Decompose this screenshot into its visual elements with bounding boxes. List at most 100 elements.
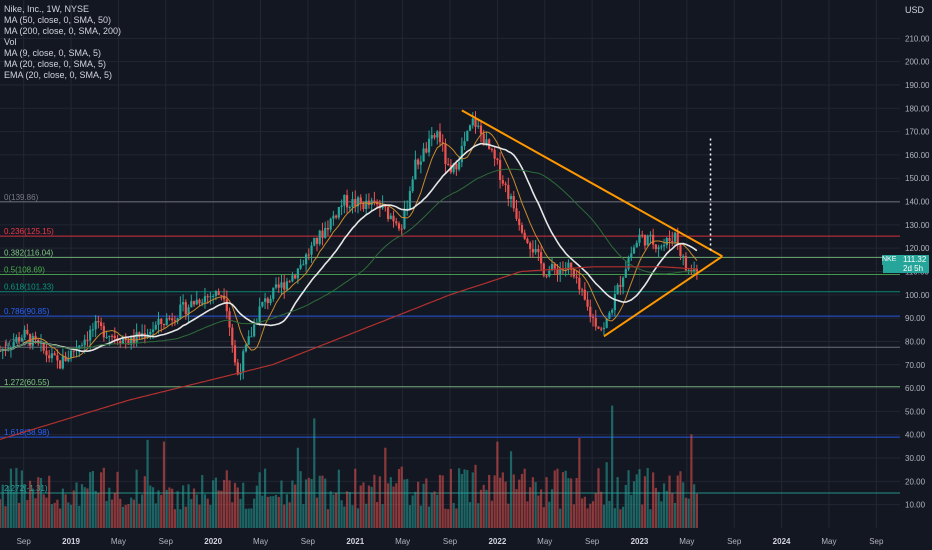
triangle-drawing[interactable] bbox=[461, 109, 723, 338]
volume-bar bbox=[329, 491, 332, 528]
candle-body bbox=[395, 221, 398, 224]
volume-bar bbox=[649, 509, 652, 528]
candle-body bbox=[45, 350, 48, 356]
legend-title[interactable]: Nike, Inc., 1W, NYSE bbox=[4, 4, 90, 14]
volume-bar bbox=[20, 470, 23, 528]
volume-bar bbox=[354, 468, 357, 528]
volume-bar bbox=[206, 498, 209, 528]
price-tick: 100.00 bbox=[905, 291, 930, 300]
volume-bar bbox=[176, 491, 179, 528]
candle-body bbox=[400, 228, 403, 230]
volume-bar bbox=[427, 506, 431, 528]
volume-bar bbox=[433, 491, 436, 528]
time-tick: 2023 bbox=[631, 537, 649, 546]
volume-bar bbox=[269, 496, 272, 528]
volume-bar bbox=[466, 470, 469, 528]
fib-label: 0(139.86) bbox=[4, 193, 39, 202]
volume-bar bbox=[78, 505, 81, 528]
volume-bar bbox=[411, 495, 414, 528]
candle-body bbox=[283, 282, 286, 290]
volume-bar bbox=[121, 506, 125, 528]
volume-bar bbox=[61, 488, 64, 528]
candle-body bbox=[411, 179, 414, 192]
volume-bar bbox=[53, 502, 56, 528]
volume-bar bbox=[304, 479, 308, 528]
legend-ma50[interactable]: MA (50, close, 0, SMA, 50) bbox=[4, 15, 112, 25]
volume-bar bbox=[572, 504, 575, 528]
volume-bar bbox=[7, 485, 10, 528]
volume-bar bbox=[324, 478, 327, 528]
candle-body bbox=[654, 244, 657, 250]
legend-ma20[interactable]: MA (20, close, 0, SMA, 5) bbox=[4, 59, 107, 69]
legend-ema20[interactable]: EMA (20, close, 0, SMA, 5) bbox=[4, 70, 113, 80]
candle-body bbox=[526, 238, 529, 243]
candle-body bbox=[274, 284, 278, 288]
candle-body bbox=[452, 163, 455, 173]
volume-bar bbox=[31, 488, 34, 528]
candle-body bbox=[373, 200, 376, 202]
volume-bar bbox=[212, 480, 215, 528]
candle-body bbox=[97, 320, 100, 323]
volume-bar bbox=[222, 479, 226, 528]
volume-bar bbox=[471, 472, 474, 528]
candle-body bbox=[408, 191, 412, 209]
time-axis[interactable]: Sep 2019 May Sep 2020 May Sep 2021 May Sep 2022 May… bbox=[0, 528, 932, 550]
candle-body bbox=[269, 298, 272, 304]
volume-bar bbox=[550, 489, 554, 528]
candle-body bbox=[154, 324, 157, 330]
candle-body bbox=[80, 345, 84, 347]
volume-bar bbox=[228, 480, 231, 528]
volume-bar bbox=[105, 500, 108, 528]
volume-bar bbox=[34, 498, 37, 528]
candle-body bbox=[367, 200, 371, 205]
volume-bar bbox=[578, 438, 581, 528]
legend-ma9[interactable]: MA (9, close, 0, SMA, 5) bbox=[4, 48, 102, 58]
candle-body bbox=[56, 355, 59, 361]
volume-bar bbox=[110, 499, 114, 528]
volume-bar bbox=[337, 469, 340, 528]
volume-bar bbox=[646, 467, 649, 528]
fib-label: 0.382(116.04) bbox=[4, 248, 54, 257]
volume-bar bbox=[630, 494, 633, 528]
volume-bar bbox=[654, 487, 657, 528]
volume-bar bbox=[190, 499, 193, 528]
volume-bar bbox=[365, 503, 368, 528]
candle-body bbox=[53, 353, 56, 356]
candle-body bbox=[433, 135, 436, 138]
volume-bar bbox=[247, 508, 250, 528]
volume-bar bbox=[460, 473, 463, 528]
volume-bar bbox=[523, 468, 526, 528]
volume-bar bbox=[662, 483, 666, 528]
volume-bar bbox=[127, 504, 130, 528]
price-tick: 130.00 bbox=[905, 221, 930, 230]
volume-bar bbox=[250, 508, 253, 528]
volume-bar bbox=[165, 489, 168, 528]
volume-bar bbox=[485, 489, 488, 528]
candle-body bbox=[676, 232, 679, 245]
candle-body bbox=[616, 285, 619, 295]
price-tick: 10.00 bbox=[905, 501, 926, 510]
volume-bar bbox=[501, 472, 504, 528]
volume-bar bbox=[682, 482, 685, 528]
legend-ma200[interactable]: MA (200, close, 0, SMA, 200) bbox=[4, 26, 122, 36]
candle-body bbox=[611, 310, 614, 313]
volume-bar bbox=[605, 462, 608, 528]
volume-bar bbox=[119, 498, 122, 528]
volume-bar bbox=[367, 485, 371, 528]
volume-bar bbox=[408, 505, 412, 528]
candle-body bbox=[48, 355, 51, 359]
price-tick: 160.00 bbox=[905, 151, 930, 160]
volume-bar bbox=[392, 486, 395, 528]
legend-vol[interactable]: Vol bbox=[4, 37, 17, 47]
candle-body bbox=[119, 340, 122, 344]
volume-bar bbox=[157, 490, 160, 528]
candle-body bbox=[239, 372, 242, 375]
volume-bar bbox=[45, 497, 48, 528]
last-price: 111.32 bbox=[903, 255, 927, 264]
volume-bar bbox=[684, 497, 688, 528]
volume-bar bbox=[214, 477, 217, 528]
volume-bar bbox=[299, 471, 302, 528]
volume-bar bbox=[621, 506, 625, 528]
volume-bar bbox=[556, 468, 559, 528]
